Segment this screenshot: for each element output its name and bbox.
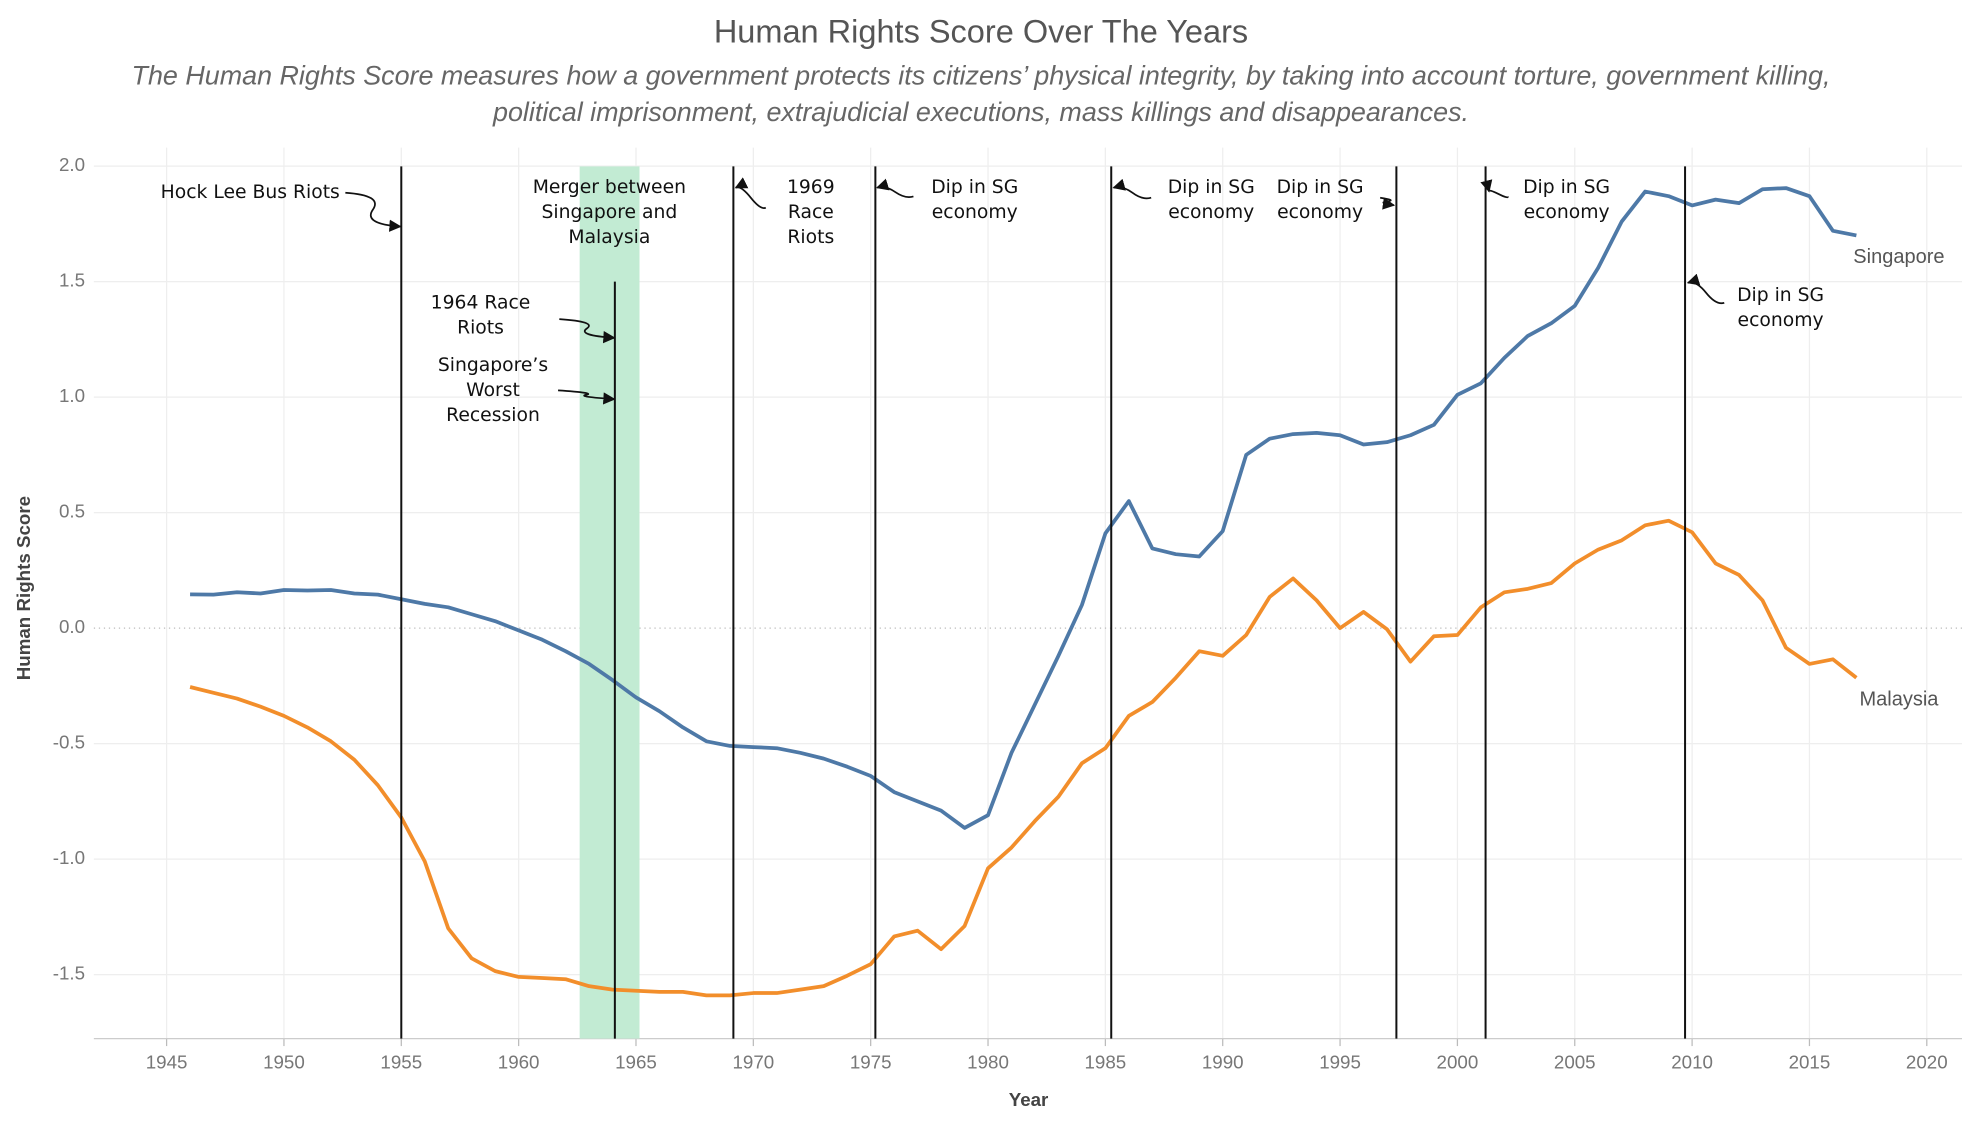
highlight-label: Merger between — [533, 177, 686, 198]
event-label: Dip in SG — [1523, 177, 1610, 198]
event-arrow — [734, 177, 767, 209]
event-label: economy — [1277, 202, 1363, 223]
x-tick-label: 2000 — [1437, 1052, 1479, 1073]
event-arrow — [558, 389, 616, 405]
event-arrow — [1380, 196, 1396, 210]
event-label: Dip in SG — [1168, 177, 1255, 198]
x-tick-label: 1965 — [615, 1052, 657, 1073]
event-label: Dip in SG — [1277, 177, 1364, 198]
x-tick-label: 1960 — [498, 1052, 540, 1073]
event-label: economy — [932, 202, 1018, 223]
highlight-label: Malaysia — [568, 227, 650, 248]
event-label: Dip in SG — [1737, 285, 1824, 306]
x-tick-label: 2005 — [1554, 1052, 1596, 1073]
series-line — [190, 186, 1857, 830]
event-label: Singapore’s — [438, 355, 548, 376]
event-label: economy — [1524, 202, 1610, 223]
y-tick-label: 0.5 — [59, 501, 85, 522]
chart-subtitle: The Human Rights Score measures how a go… — [132, 61, 1831, 91]
x-tick-label: 1990 — [1202, 1052, 1244, 1073]
event-label: Race — [788, 202, 834, 223]
event-label: economy — [1738, 310, 1824, 331]
x-tick-label: 2015 — [1789, 1052, 1831, 1073]
highlight-band — [579, 166, 640, 1039]
series-label: Singapore — [1853, 246, 1944, 268]
event-arrow — [1112, 178, 1152, 200]
series-line — [189, 518, 1858, 998]
event-label: Recession — [446, 405, 540, 426]
x-tick-label: 1985 — [1085, 1052, 1127, 1073]
x-tick-label: 2020 — [1906, 1052, 1948, 1073]
event-arrow — [345, 191, 402, 232]
x-tick-label: 2010 — [1671, 1052, 1713, 1073]
series-label: Malaysia — [1859, 689, 1939, 711]
y-tick-label: 0.0 — [59, 616, 85, 637]
x-tick-label: 1995 — [1319, 1052, 1361, 1073]
event-label: Riots — [457, 317, 504, 338]
event-label: 1969 — [787, 177, 835, 198]
y-tick-label: -0.5 — [53, 732, 85, 753]
y-tick-label: 1.0 — [59, 385, 85, 406]
x-tick-label: 1955 — [380, 1052, 422, 1073]
event-arrow — [1686, 273, 1725, 305]
y-tick-label: -1.0 — [53, 847, 85, 868]
event-arrow — [875, 178, 914, 198]
x-axis-label: Year — [1009, 1089, 1049, 1110]
y-axis-label: Human Rights Score — [13, 496, 34, 680]
event-label: economy — [1168, 202, 1254, 223]
x-tick-label: 1975 — [850, 1052, 892, 1073]
y-tick-label: -1.5 — [53, 963, 85, 984]
x-tick-label: 1945 — [146, 1052, 188, 1073]
chart-title: Human Rights Score Over The Years — [714, 13, 1248, 49]
event-arrow — [559, 318, 616, 344]
y-tick-label: 1.5 — [59, 270, 85, 291]
chart-subtitle: political imprisonment, extrajudicial ex… — [492, 97, 1469, 127]
event-label: Worst — [466, 380, 520, 401]
x-tick-label: 1950 — [263, 1052, 305, 1073]
event-label: Riots — [787, 227, 834, 248]
x-tick-label: 1970 — [732, 1052, 774, 1073]
event-label: 1964 Race — [431, 292, 531, 313]
highlight-label: Singapore and — [541, 202, 677, 223]
y-tick-label: 2.0 — [59, 154, 85, 175]
event-arrow — [1480, 179, 1509, 199]
x-tick-label: 1980 — [967, 1052, 1009, 1073]
event-label: Dip in SG — [931, 177, 1018, 198]
event-label: Hock Lee Bus Riots — [161, 182, 340, 203]
